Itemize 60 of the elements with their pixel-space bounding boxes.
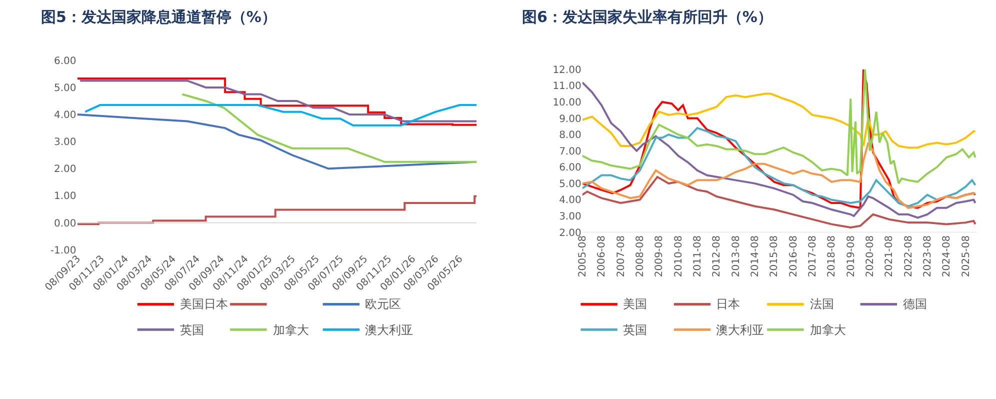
legend-label: 英国 [623, 323, 647, 337]
x-tick-label: 2021-08 [884, 235, 896, 278]
legend-label: 法国 [810, 297, 834, 311]
line-series [181, 93, 477, 163]
x-tick-label: 2012-08 [712, 235, 723, 278]
y-tick-label: 5.00 [559, 178, 582, 190]
x-tick-label: 2016-08 [788, 235, 800, 278]
x-tick-label: 2019-08 [846, 235, 857, 278]
line-series [582, 176, 976, 228]
legend-label: 日本 [716, 297, 740, 311]
y-tick-label: 4.00 [54, 110, 76, 122]
y-tick-label: 12.00 [552, 64, 582, 76]
legend-label: 美国日本 [180, 297, 228, 311]
line-series [582, 127, 976, 208]
x-tick-label: 2008-08 [635, 235, 646, 278]
x-tick-label: 2020-08 [865, 235, 876, 278]
y-tick-label: 10.00 [552, 97, 582, 108]
y-tick-label: 6.00 [559, 162, 582, 174]
y-tick-label: 8.00 [559, 130, 582, 142]
y-tick-label: 3.00 [54, 137, 76, 148]
x-tick-label: 2025-08 [960, 235, 972, 278]
x-tick-label: 2011-08 [692, 235, 704, 278]
y-tick-label: 9.00 [559, 114, 582, 125]
x-tick-label: 2005-08 [578, 235, 589, 278]
legend-label: 美国 [623, 297, 647, 311]
y-tick-label: 3.00 [559, 212, 582, 223]
y-tick-label: 5.00 [54, 82, 76, 94]
x-tick-label: 2006-08 [596, 235, 608, 278]
y-tick-label: 0.00 [54, 218, 76, 230]
x-tick-label: 2015-08 [769, 235, 780, 278]
y-tick-label: 11.00 [552, 81, 582, 92]
line-series [582, 92, 976, 149]
legend-label: 德国 [903, 297, 927, 311]
x-tick-label: 2022-08 [903, 235, 914, 278]
legend-label: 加拿大 [273, 323, 309, 337]
x-tick-label: 2024-08 [942, 235, 953, 278]
x-tick-label: 2009-08 [654, 235, 666, 278]
x-tick-label: 2013-08 [730, 235, 742, 278]
x-tick-label: 2018-08 [826, 235, 838, 278]
legend-label: 加拿大 [810, 323, 846, 337]
y-tick-label: 2.00 [54, 164, 76, 176]
chart-title: 图6：发达国家失业率有所回升（%） [522, 8, 772, 26]
legend-label: 欧元区 [365, 297, 401, 311]
legend-label: 英国 [180, 323, 204, 337]
legend-label: 澳大利亚 [716, 323, 764, 337]
y-tick-label: 7.00 [559, 146, 582, 158]
x-tick-label: 2007-08 [616, 235, 627, 278]
x-tick-label: 2017-08 [808, 235, 819, 278]
y-tick-label: -1.00 [50, 245, 76, 256]
legend-label: 澳大利亚 [365, 323, 413, 337]
x-tick-label: 2014-08 [750, 235, 762, 278]
x-tick-label: 2010-08 [673, 235, 684, 278]
y-tick-label: 4.00 [559, 195, 582, 206]
line-series [582, 142, 976, 209]
chart-title: 图5：发达国家降息通道暂停（%） [41, 8, 276, 26]
y-tick-label: 6.00 [54, 56, 76, 67]
line-series [84, 104, 477, 126]
line-series [582, 69, 976, 184]
x-tick-label: 2023-08 [922, 235, 934, 278]
y-tick-label: 1.00 [54, 191, 76, 202]
